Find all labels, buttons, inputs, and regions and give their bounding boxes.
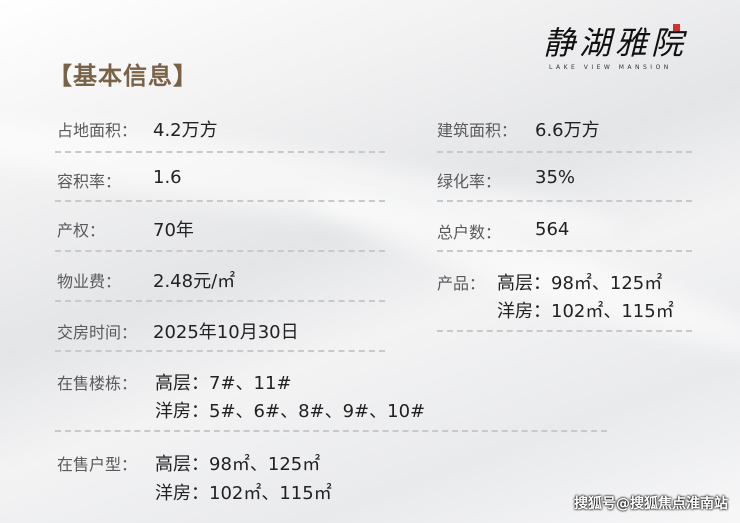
label-property-fee: 物业费： — [57, 272, 122, 291]
divider — [437, 330, 692, 332]
divider — [55, 350, 385, 352]
value-products-highrise: 高层：98㎡、125㎡ — [497, 273, 663, 294]
section-title: 【基本信息】 — [48, 62, 198, 90]
watermark: 搜狐号@搜狐焦点淮南站 — [574, 496, 728, 512]
value-units-villa: 洋房：102㎡、115㎡ — [155, 483, 332, 504]
brand-logo: 静湖雅院 LAKE VIEW MANSION — [543, 18, 687, 71]
divider — [437, 250, 692, 252]
value-green-ratio: 35% — [535, 167, 576, 188]
label-buildings-on-sale: 在售楼栋： — [57, 374, 138, 393]
label-property-rights: 产权： — [57, 221, 106, 240]
logo-name-en: LAKE VIEW MANSION — [549, 64, 672, 71]
value-products-villa: 洋房：102㎡、115㎡ — [497, 301, 674, 322]
value-property-rights: 70年 — [153, 220, 194, 241]
divider — [55, 300, 385, 302]
value-buildings-villa: 洋房：5#、6#、8#、9#、10# — [155, 401, 426, 422]
label-delivery-date: 交房时间： — [57, 323, 138, 342]
value-land-area: 4.2万方 — [153, 120, 218, 141]
label-units-on-sale: 在售户型： — [57, 455, 138, 474]
label-land-area: 占地面积： — [57, 121, 138, 140]
seal-icon — [673, 24, 680, 31]
value-total-households: 564 — [535, 219, 570, 240]
label-products: 产品： — [437, 274, 486, 293]
logo-name-cn: 静湖雅院 — [543, 24, 688, 62]
value-plot-ratio: 1.6 — [153, 167, 182, 188]
divider — [55, 430, 607, 432]
value-building-area: 6.6万方 — [535, 120, 600, 141]
value-buildings-highrise: 高层：7#、11# — [155, 373, 292, 394]
divider — [55, 250, 385, 252]
label-green-ratio: 绿化率： — [437, 172, 502, 191]
divider — [55, 151, 385, 153]
divider — [437, 200, 692, 202]
label-plot-ratio: 容积率： — [57, 172, 122, 191]
value-units-highrise: 高层：98㎡、125㎡ — [155, 454, 321, 475]
label-building-area: 建筑面积： — [437, 121, 518, 140]
label-total-households: 总户数： — [437, 223, 502, 242]
divider — [55, 200, 385, 202]
value-property-fee: 2.48元/㎡ — [153, 271, 236, 292]
divider — [437, 151, 692, 153]
value-delivery-date: 2025年10月30日 — [153, 322, 299, 343]
